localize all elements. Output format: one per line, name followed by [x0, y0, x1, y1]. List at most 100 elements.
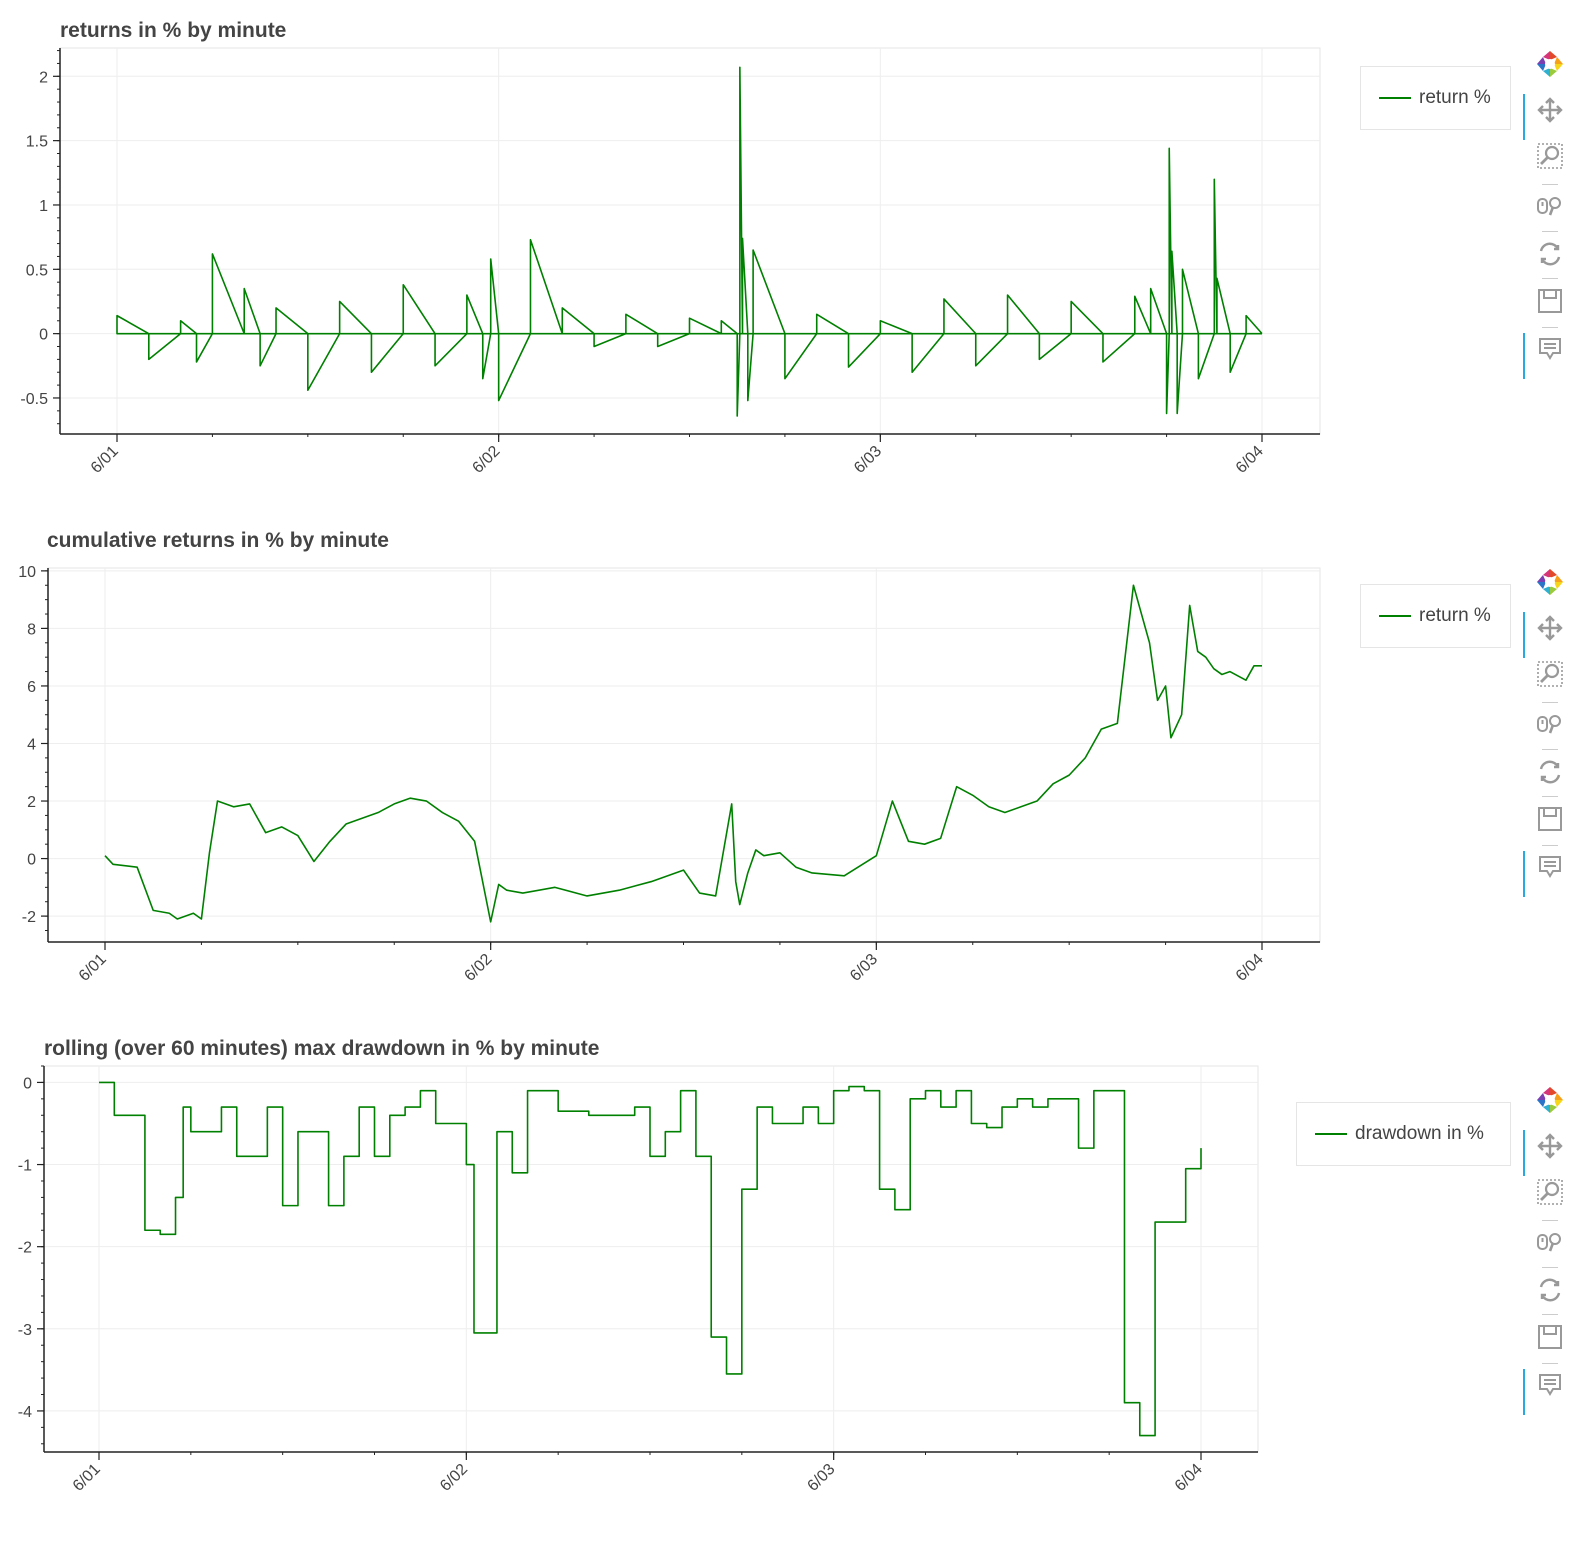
x-tick-label: 6/04	[1233, 443, 1267, 477]
toolbar-separator	[1542, 231, 1558, 232]
pan-icon	[1536, 96, 1564, 129]
box-zoom-icon	[1536, 142, 1564, 175]
legend-label: return %	[1419, 605, 1491, 626]
y-tick-label: 2	[27, 794, 36, 811]
x-tick-label: 6/01	[88, 443, 122, 477]
wheel-zoom-icon	[1536, 1228, 1564, 1261]
chart-panel-returns: returns in % by minute 2 1.5 1 0.5 0 -0.5 6/01 6…	[0, 0, 1586, 510]
wheel-zoom-icon	[1536, 710, 1564, 743]
box-zoom-tool-button[interactable]	[1525, 140, 1575, 176]
y-tick-label: -0.5	[20, 391, 48, 408]
chart-panel-drawdown: rolling (over 60 minutes) max drawdown i…	[0, 1036, 1586, 1546]
save-tool-button[interactable]	[1525, 285, 1575, 321]
toolbar-separator	[1542, 1314, 1558, 1315]
chart-title: rolling (over 60 minutes) max drawdown i…	[44, 1037, 599, 1060]
toolbar-separator	[1542, 184, 1558, 185]
bokeh-logo[interactable]	[1525, 48, 1575, 84]
bokeh-logo	[1534, 1084, 1566, 1121]
wheel-zoom-tool-button[interactable]	[1525, 708, 1575, 744]
bokeh-logo[interactable]	[1525, 1084, 1575, 1120]
reset-tool-button[interactable]	[1525, 756, 1575, 792]
y-tick-label: -2	[18, 1240, 32, 1257]
x-tick-label: 6/02	[437, 1461, 471, 1495]
y-tick-label: 0.5	[26, 262, 48, 279]
y-tick-label: 6	[27, 679, 36, 696]
reset-icon	[1536, 240, 1564, 273]
toolbar-separator	[1542, 749, 1558, 750]
hover-icon	[1536, 853, 1564, 886]
y-tick-label: 0	[23, 1075, 32, 1092]
legend-swatch	[1315, 1133, 1347, 1135]
legend-swatch	[1379, 97, 1411, 99]
save-tool-button[interactable]	[1525, 803, 1575, 839]
series-line-return-	[104, 584, 1262, 923]
box-zoom-icon	[1536, 1178, 1564, 1211]
y-tick-label: 0	[39, 327, 48, 344]
plot-drawdown[interactable]: rolling (over 60 minutes) max drawdown i…	[0, 1036, 1586, 1546]
chart-panel-cumulative: cumulative returns in % by minute 10 8 6 4 2 0…	[0, 518, 1586, 1028]
reset-tool-button[interactable]	[1525, 1274, 1575, 1310]
hover-icon	[1536, 1371, 1564, 1404]
y-tick-label: 1.5	[26, 134, 48, 151]
toolbar-separator	[1542, 1220, 1558, 1221]
save-icon	[1536, 805, 1564, 838]
plot-cumulative[interactable]: cumulative returns in % by minute 10 8 6 4 2 0…	[0, 518, 1586, 1028]
toolbar-separator	[1542, 1363, 1558, 1364]
x-tick-label: 6/03	[851, 443, 885, 477]
legend-label: drawdown in %	[1355, 1123, 1484, 1144]
y-tick-label: 10	[18, 564, 36, 581]
reset-icon	[1536, 1276, 1564, 1309]
reset-tool-button[interactable]	[1525, 238, 1575, 274]
toolbar-separator	[1542, 796, 1558, 797]
wheel-zoom-tool-button[interactable]	[1525, 190, 1575, 226]
toolbar-separator	[1542, 278, 1558, 279]
hover-tool-button[interactable]	[1523, 1369, 1575, 1415]
y-tick-label: -1	[18, 1158, 32, 1175]
chart-title: returns in % by minute	[60, 19, 286, 42]
x-tick-label: 6/02	[469, 443, 503, 477]
plot-returns[interactable]: returns in % by minute 2 1.5 1 0.5 0 -0.5 6/01 6…	[0, 0, 1586, 510]
x-tick-label: 6/03	[804, 1461, 838, 1495]
hover-tool-button[interactable]	[1523, 851, 1575, 897]
hover-tool-button[interactable]	[1523, 333, 1575, 379]
y-tick-label: 4	[27, 736, 36, 753]
plot-frame	[43, 1065, 1259, 1453]
x-tick-label: 6/02	[461, 951, 495, 985]
reset-icon	[1536, 758, 1564, 791]
y-tick-label: -4	[18, 1404, 32, 1421]
toolbar-separator	[1542, 702, 1558, 703]
pan-icon	[1536, 614, 1564, 647]
legend-cumulative: return %	[1360, 584, 1511, 648]
y-tick-label: 8	[27, 621, 36, 638]
legend-drawdown: drawdown in %	[1296, 1102, 1511, 1166]
x-tick-label: 6/01	[70, 1461, 104, 1495]
save-tool-button[interactable]	[1525, 1321, 1575, 1357]
y-tick-label: 0	[27, 852, 36, 869]
legend-returns: return %	[1360, 66, 1511, 130]
y-tick-label: -2	[22, 909, 36, 926]
series-line-drawdown-in-	[99, 1081, 1202, 1437]
wheel-zoom-icon	[1536, 192, 1564, 225]
box-zoom-tool-button[interactable]	[1525, 658, 1575, 694]
y-tick-label: -3	[18, 1322, 32, 1339]
x-tick-label: 6/03	[847, 951, 881, 985]
toolbar-separator	[1542, 327, 1558, 328]
x-tick-label: 6/04	[1172, 1461, 1206, 1495]
bokeh-logo[interactable]	[1525, 566, 1575, 602]
box-zoom-tool-button[interactable]	[1525, 1176, 1575, 1212]
toolbar-separator	[1542, 1267, 1558, 1268]
pan-tool-button[interactable]	[1523, 612, 1575, 658]
x-tick-label: 6/04	[1233, 951, 1267, 985]
wheel-zoom-tool-button[interactable]	[1525, 1226, 1575, 1262]
save-icon	[1536, 1323, 1564, 1356]
plot-frame	[59, 47, 1321, 435]
box-zoom-icon	[1536, 660, 1564, 693]
pan-tool-button[interactable]	[1523, 94, 1575, 140]
hover-icon	[1536, 335, 1564, 368]
legend-swatch	[1379, 615, 1411, 617]
toolbar-separator	[1542, 845, 1558, 846]
legend-label: return %	[1419, 87, 1491, 108]
pan-tool-button[interactable]	[1523, 1130, 1575, 1176]
bokeh-logo	[1534, 566, 1566, 603]
bokeh-logo	[1534, 48, 1566, 85]
